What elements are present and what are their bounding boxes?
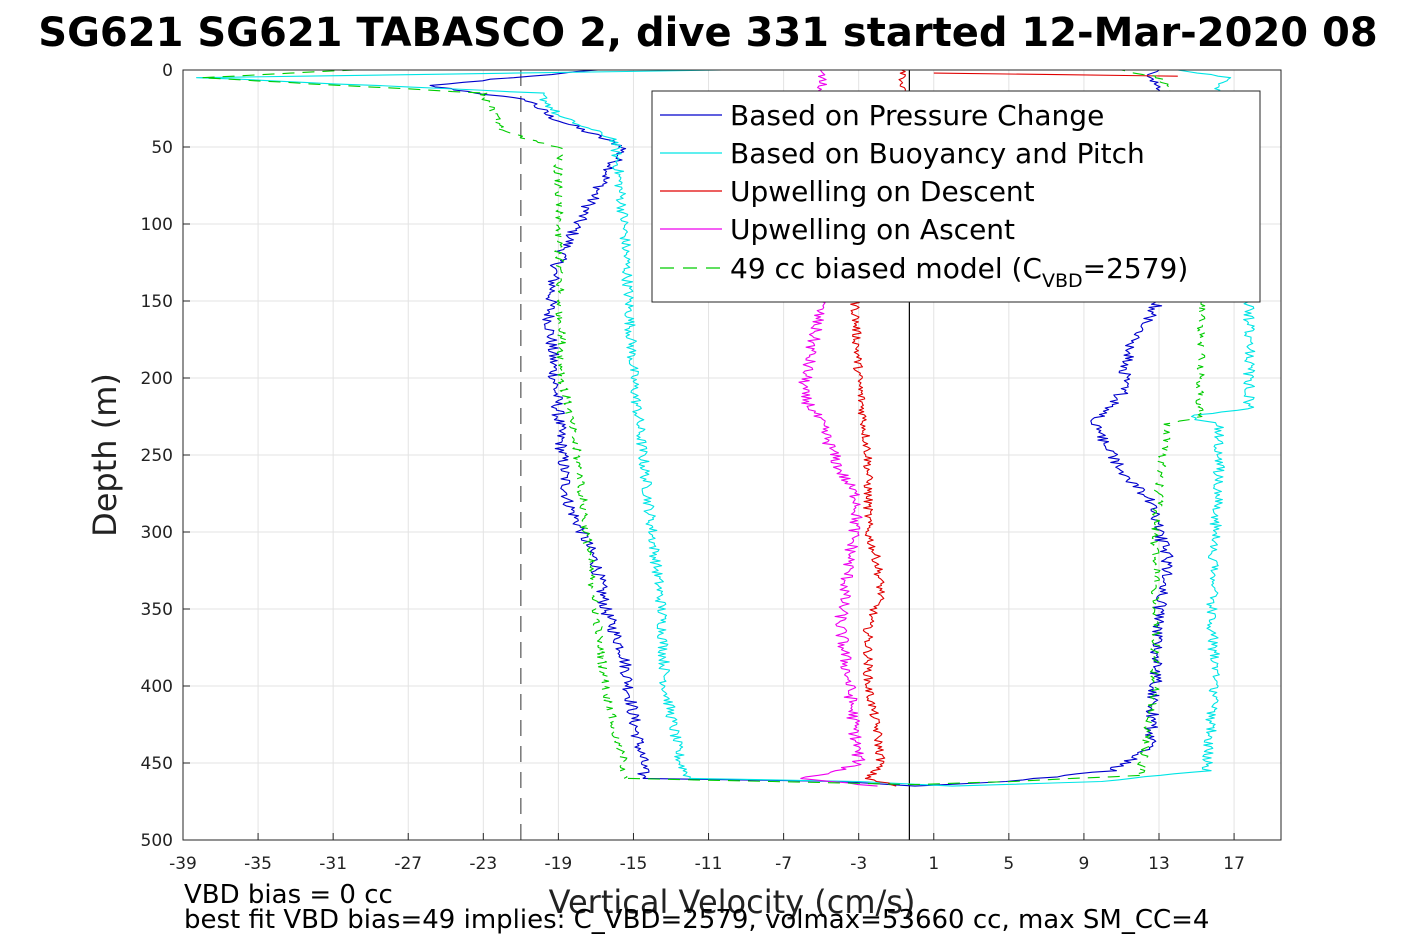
legend-label-biased-model-sub: VBD <box>1042 270 1083 292</box>
x-tick-label: 9 <box>1079 854 1090 874</box>
y-tick-label: 250 <box>141 446 173 466</box>
y-tick-label: 150 <box>141 292 173 312</box>
x-tick-label: 17 <box>1223 854 1245 874</box>
x-tick-label: -35 <box>244 854 272 874</box>
best-fit-note: best fit VBD bias=49 implies: C_VBD=2579… <box>184 905 1209 935</box>
y-axis-label: Depth (m) <box>86 373 124 537</box>
x-tick-label: -23 <box>469 854 497 874</box>
x-tick-label: -7 <box>775 854 792 874</box>
x-tick-label: -3 <box>850 854 867 874</box>
x-axis-label: Vertical Velocity (cm/s) <box>549 883 916 921</box>
legend-label-pressure-change: Based on Pressure Change <box>730 99 1104 132</box>
legend-label-biased-model: 49 cc biased model (CVBD=2579) <box>730 252 1188 292</box>
y-tick-label: 300 <box>141 523 173 543</box>
series-line-buoyancy-pitch <box>196 69 723 779</box>
y-tick-label: 50 <box>151 138 173 158</box>
chart-title: SG621 SG621 TABASCO 2, dive 331 started … <box>38 10 1377 56</box>
legend-box <box>651 90 1261 303</box>
series-line-upwelling-descent <box>933 72 1178 77</box>
legend-item-buoyancy-pitch: Based on Buoyancy and Pitch <box>660 137 1145 170</box>
legend: Based on Pressure Change Based on Buoyan… <box>651 90 1261 303</box>
legend-label-upwelling-ascent: Upwelling on Ascent <box>730 213 1015 246</box>
vbd-bias-note: VBD bias = 0 cc <box>184 880 393 910</box>
x-tick-label: -31 <box>319 854 347 874</box>
y-tick-label: 400 <box>141 677 173 697</box>
y-tick-label: 200 <box>141 369 173 389</box>
series-line-pressure-change <box>429 69 650 779</box>
x-tick-label: -11 <box>695 854 723 874</box>
legend-label-upwelling-descent: Upwelling on Descent <box>730 175 1035 208</box>
legend-item-upwelling-ascent: Upwelling on Ascent <box>660 213 1015 246</box>
x-tick-label: 1 <box>928 854 939 874</box>
x-tick-label: 5 <box>1003 854 1014 874</box>
legend-label-biased-model-pre: 49 cc biased model (C <box>730 252 1042 285</box>
legend-item-upwelling-descent: Upwelling on Descent <box>660 175 1035 208</box>
y-tick-label: 350 <box>141 600 173 620</box>
legend-label-biased-model-post: =2579) <box>1083 252 1189 285</box>
y-tick-label: 500 <box>141 831 173 851</box>
legend-label-buoyancy-pitch: Based on Buoyancy and Pitch <box>730 137 1145 170</box>
x-tick-label: -27 <box>394 854 422 874</box>
y-tick-label: 450 <box>141 754 173 774</box>
x-tick-label: -15 <box>620 854 648 874</box>
x-tick-label: 13 <box>1148 854 1170 874</box>
series-line-biased-model <box>201 69 628 779</box>
legend-item-biased-model: 49 cc biased model (CVBD=2579) <box>660 252 1188 292</box>
y-tick-label: 0 <box>162 61 173 81</box>
y-ticks: 0 50 100 150 200 250 300 350 400 450 500 <box>141 61 190 851</box>
x-ticks: -39 -35 -31 -27 -23 -19 -15 -11 -7 -3 1 5 9 13 17 <box>169 833 1245 874</box>
y-tick-label: 100 <box>141 215 173 235</box>
x-tick-label: -19 <box>544 854 572 874</box>
legend-item-pressure-change: Based on Pressure Change <box>660 99 1104 132</box>
x-tick-label: -39 <box>169 854 197 874</box>
